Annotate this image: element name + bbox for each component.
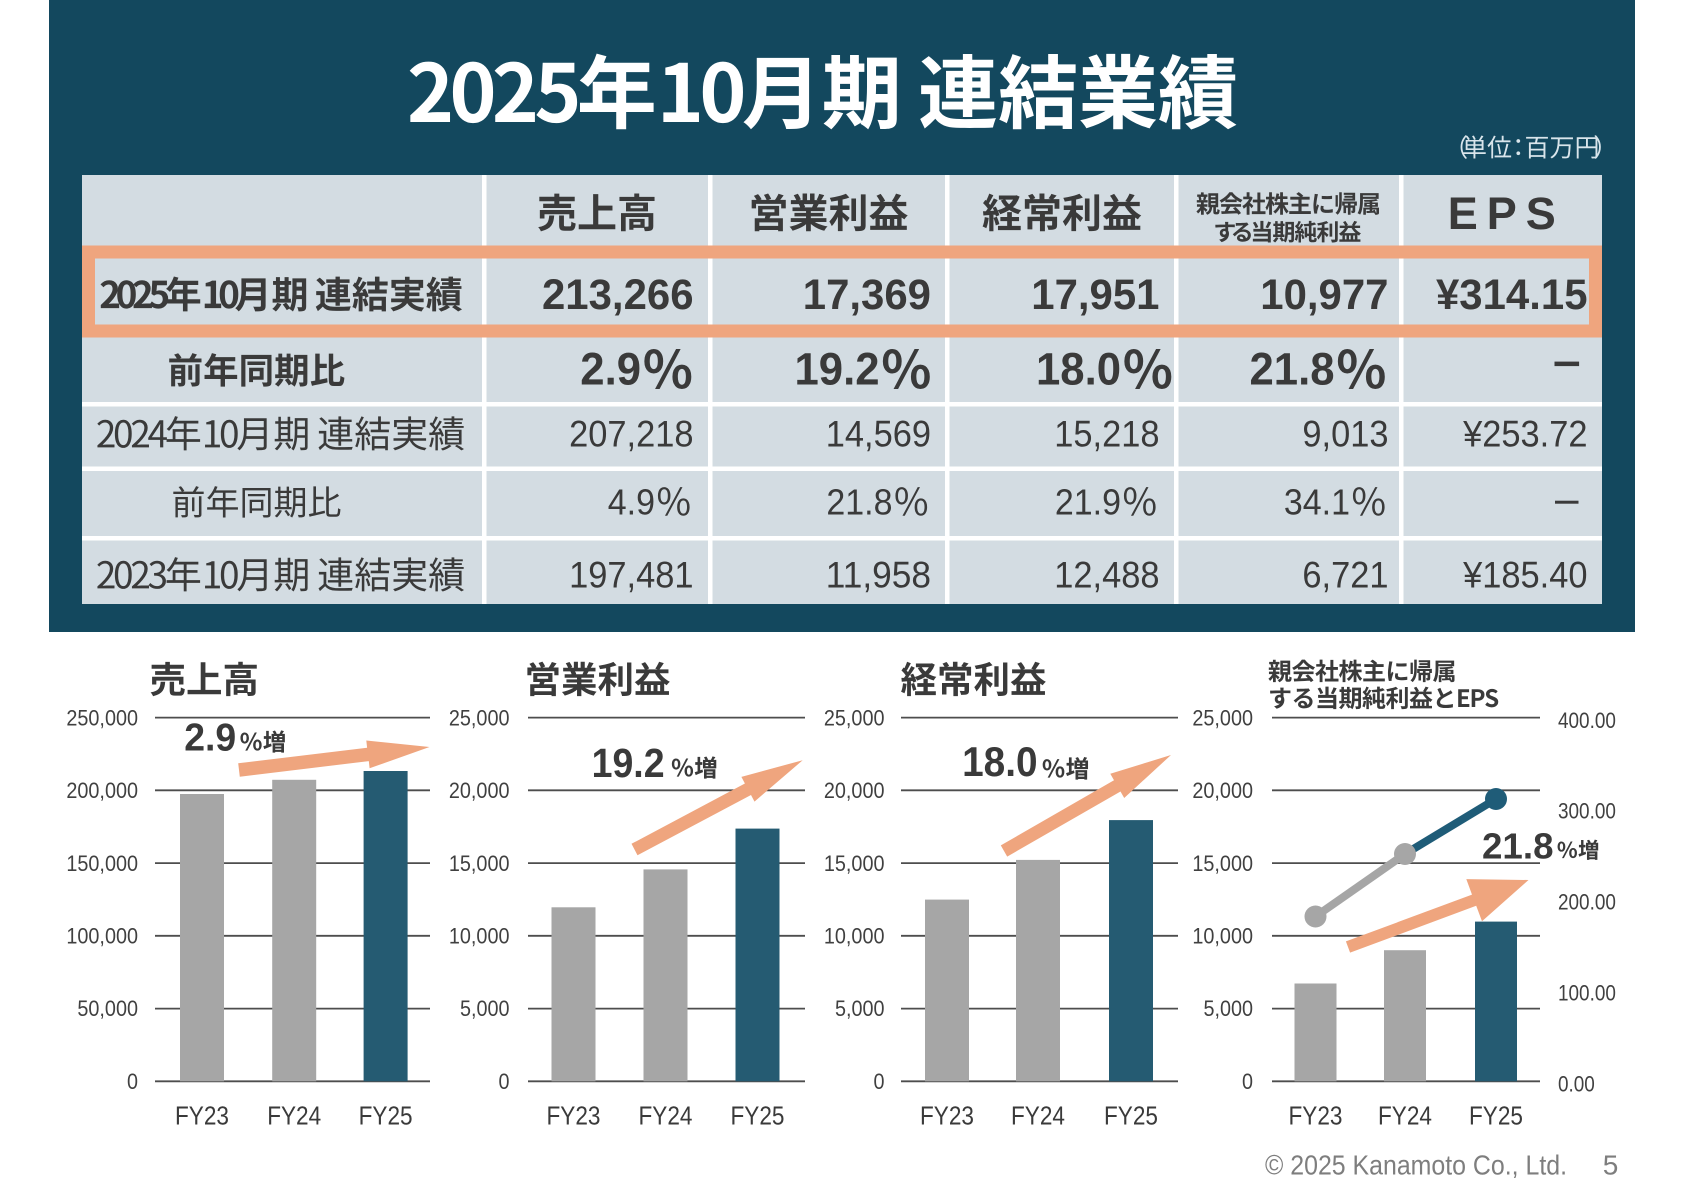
svg-text:21.8: 21.8 bbox=[1250, 343, 1335, 394]
svg-text:5,000: 5,000 bbox=[835, 996, 885, 1021]
svg-text:9,013: 9,013 bbox=[1302, 413, 1388, 454]
svg-text:100.00: 100.00 bbox=[1558, 981, 1616, 1006]
svg-text:25,000: 25,000 bbox=[824, 705, 885, 730]
svg-text:250,000: 250,000 bbox=[66, 705, 138, 730]
svg-text:50,000: 50,000 bbox=[77, 996, 138, 1021]
svg-text:25,000: 25,000 bbox=[449, 705, 510, 730]
svg-text:10,000: 10,000 bbox=[1192, 924, 1253, 949]
svg-text:300.00: 300.00 bbox=[1558, 799, 1616, 824]
svg-text:0: 0 bbox=[874, 1069, 885, 1094]
svg-text:FY23: FY23 bbox=[175, 1101, 229, 1131]
svg-text:© 2025 Kanamoto Co., Ltd.: © 2025 Kanamoto Co., Ltd. bbox=[1265, 1150, 1567, 1181]
svg-text:10,000: 10,000 bbox=[824, 924, 885, 949]
svg-text:19.2: 19.2 bbox=[592, 740, 665, 786]
svg-text:11,958: 11,958 bbox=[826, 554, 931, 595]
svg-text:14,569: 14,569 bbox=[826, 413, 931, 454]
svg-text:10,000: 10,000 bbox=[449, 924, 510, 949]
svg-text:¥253.72: ¥253.72 bbox=[1462, 413, 1587, 454]
svg-text:FY24: FY24 bbox=[1378, 1101, 1432, 1131]
svg-text:2.9: 2.9 bbox=[580, 343, 641, 394]
svg-text:0: 0 bbox=[127, 1069, 138, 1094]
svg-text:20,000: 20,000 bbox=[824, 778, 885, 803]
svg-text:200,000: 200,000 bbox=[66, 778, 138, 803]
svg-text:FY23: FY23 bbox=[547, 1101, 601, 1131]
svg-text:FY23: FY23 bbox=[1289, 1101, 1343, 1131]
svg-text:21.8: 21.8 bbox=[826, 482, 892, 523]
svg-text:FY25: FY25 bbox=[1469, 1101, 1523, 1131]
svg-text:21.8: 21.8 bbox=[1482, 825, 1554, 866]
svg-text:19.2: 19.2 bbox=[795, 343, 880, 394]
svg-text:25,000: 25,000 bbox=[1192, 705, 1253, 730]
svg-text:FY23: FY23 bbox=[920, 1101, 974, 1131]
svg-text:FY24: FY24 bbox=[1011, 1101, 1065, 1131]
svg-text:5: 5 bbox=[1603, 1150, 1619, 1181]
svg-text:¥185.40: ¥185.40 bbox=[1462, 554, 1587, 595]
svg-text:5,000: 5,000 bbox=[1204, 996, 1254, 1021]
svg-text:FY24: FY24 bbox=[639, 1101, 693, 1131]
svg-text:18.0: 18.0 bbox=[1036, 343, 1121, 394]
svg-text:150,000: 150,000 bbox=[66, 851, 138, 876]
svg-text:FY24: FY24 bbox=[267, 1101, 321, 1131]
svg-text:0: 0 bbox=[1242, 1069, 1253, 1094]
svg-text:¥314.15: ¥314.15 bbox=[1436, 271, 1588, 319]
svg-text:18.0: 18.0 bbox=[962, 738, 1038, 785]
svg-text:100,000: 100,000 bbox=[66, 924, 138, 949]
svg-text:15,000: 15,000 bbox=[824, 851, 885, 876]
svg-text:21.9: 21.9 bbox=[1055, 482, 1121, 523]
svg-text:20,000: 20,000 bbox=[1192, 778, 1253, 803]
svg-text:12,488: 12,488 bbox=[1054, 554, 1159, 595]
svg-text:213,266: 213,266 bbox=[542, 271, 694, 319]
svg-text:17,951: 17,951 bbox=[1031, 271, 1159, 319]
svg-text:197,481: 197,481 bbox=[569, 554, 693, 595]
svg-text:15,000: 15,000 bbox=[1192, 851, 1253, 876]
svg-text:207,218: 207,218 bbox=[569, 413, 693, 454]
svg-text:FY25: FY25 bbox=[1104, 1101, 1158, 1131]
svg-text:2.9: 2.9 bbox=[184, 717, 236, 760]
svg-text:34.1: 34.1 bbox=[1284, 482, 1350, 523]
svg-text:0: 0 bbox=[499, 1069, 510, 1094]
svg-text:FY25: FY25 bbox=[359, 1101, 413, 1131]
svg-text:EPS: EPS bbox=[1448, 188, 1565, 239]
svg-text:6,721: 6,721 bbox=[1302, 554, 1388, 595]
svg-text:15,218: 15,218 bbox=[1054, 413, 1159, 454]
svg-text:FY25: FY25 bbox=[731, 1101, 785, 1131]
svg-text:400.00: 400.00 bbox=[1558, 708, 1616, 733]
svg-text:200.00: 200.00 bbox=[1558, 890, 1616, 915]
svg-text:15,000: 15,000 bbox=[449, 851, 510, 876]
svg-text:5,000: 5,000 bbox=[460, 996, 510, 1021]
svg-text:0.00: 0.00 bbox=[1558, 1072, 1595, 1097]
svg-text:20,000: 20,000 bbox=[449, 778, 510, 803]
svg-text:10,977: 10,977 bbox=[1260, 271, 1388, 319]
svg-text:17,369: 17,369 bbox=[803, 271, 931, 319]
svg-text:4.9: 4.9 bbox=[608, 482, 655, 523]
